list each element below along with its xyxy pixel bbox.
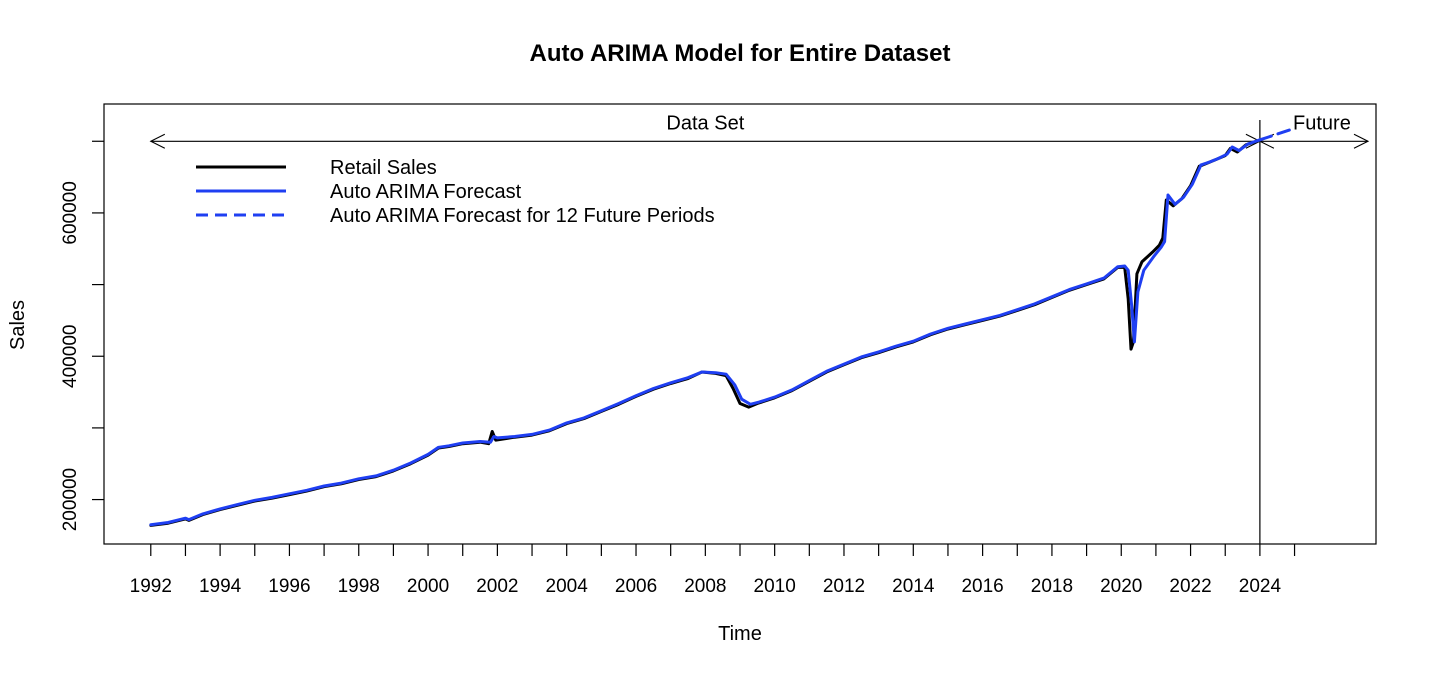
- x-tick-label: 2024: [1239, 576, 1282, 597]
- legend-item: Auto ARIMA Forecast for 12 Future Period…: [196, 205, 715, 227]
- series-layer: [149, 126, 1297, 527]
- x-tick-label: 2014: [892, 576, 935, 597]
- chart-title: Auto ARIMA Model for Entire Dataset: [530, 40, 951, 67]
- y-tick-label: 200000: [60, 468, 81, 531]
- data-set-arrow: [149, 133, 1262, 149]
- x-tick-label: 2020: [1100, 576, 1142, 597]
- x-axis-label: Time: [718, 623, 762, 645]
- future-arrow: [1258, 133, 1370, 149]
- x-tick-label: 2006: [615, 576, 657, 597]
- x-tick-label: 2008: [684, 576, 726, 597]
- x-tick-label: 2012: [823, 576, 865, 597]
- x-tick-label: 1996: [268, 576, 310, 597]
- x-tick-label: 1994: [199, 576, 242, 597]
- series-line-arima-forecast: [149, 138, 1262, 527]
- x-tick-label: 1998: [338, 576, 380, 597]
- legend-item: Auto ARIMA Forecast: [196, 181, 522, 203]
- annotations: Data Set Future: [149, 112, 1370, 544]
- x-tick-label: 2000: [407, 576, 449, 597]
- x-tick-label: 2018: [1031, 576, 1073, 597]
- x-tick-label: 2010: [754, 576, 796, 597]
- x-tick-label: 2016: [961, 576, 1003, 597]
- x-tick-label: 2004: [546, 576, 589, 597]
- x-tick-label: 1992: [130, 576, 172, 597]
- legend-label: Retail Sales: [330, 157, 437, 179]
- y-tick-label: 600000: [60, 181, 81, 244]
- legend-label: Auto ARIMA Forecast for 12 Future Period…: [330, 205, 715, 227]
- series-line-retail-sales: [149, 139, 1261, 527]
- series-line-future-forecast: [1258, 126, 1297, 142]
- x-tick-label: 2002: [476, 576, 518, 597]
- x-tick-label: 2022: [1169, 576, 1211, 597]
- y-axis: 200000 400000 600000: [60, 140, 104, 531]
- plot-frame: [103, 103, 1377, 545]
- future-label: Future: [1293, 112, 1351, 134]
- x-axis: 1992 1994 1996 1998 2000 2002 2004 2006 2008 2010…: [130, 544, 1296, 597]
- legend-item: Retail Sales: [196, 157, 437, 179]
- y-tick-label: 400000: [60, 325, 81, 388]
- y-axis-label: Sales: [7, 300, 29, 350]
- legend-label: Auto ARIMA Forecast: [330, 181, 522, 203]
- data-set-label: Data Set: [666, 112, 744, 134]
